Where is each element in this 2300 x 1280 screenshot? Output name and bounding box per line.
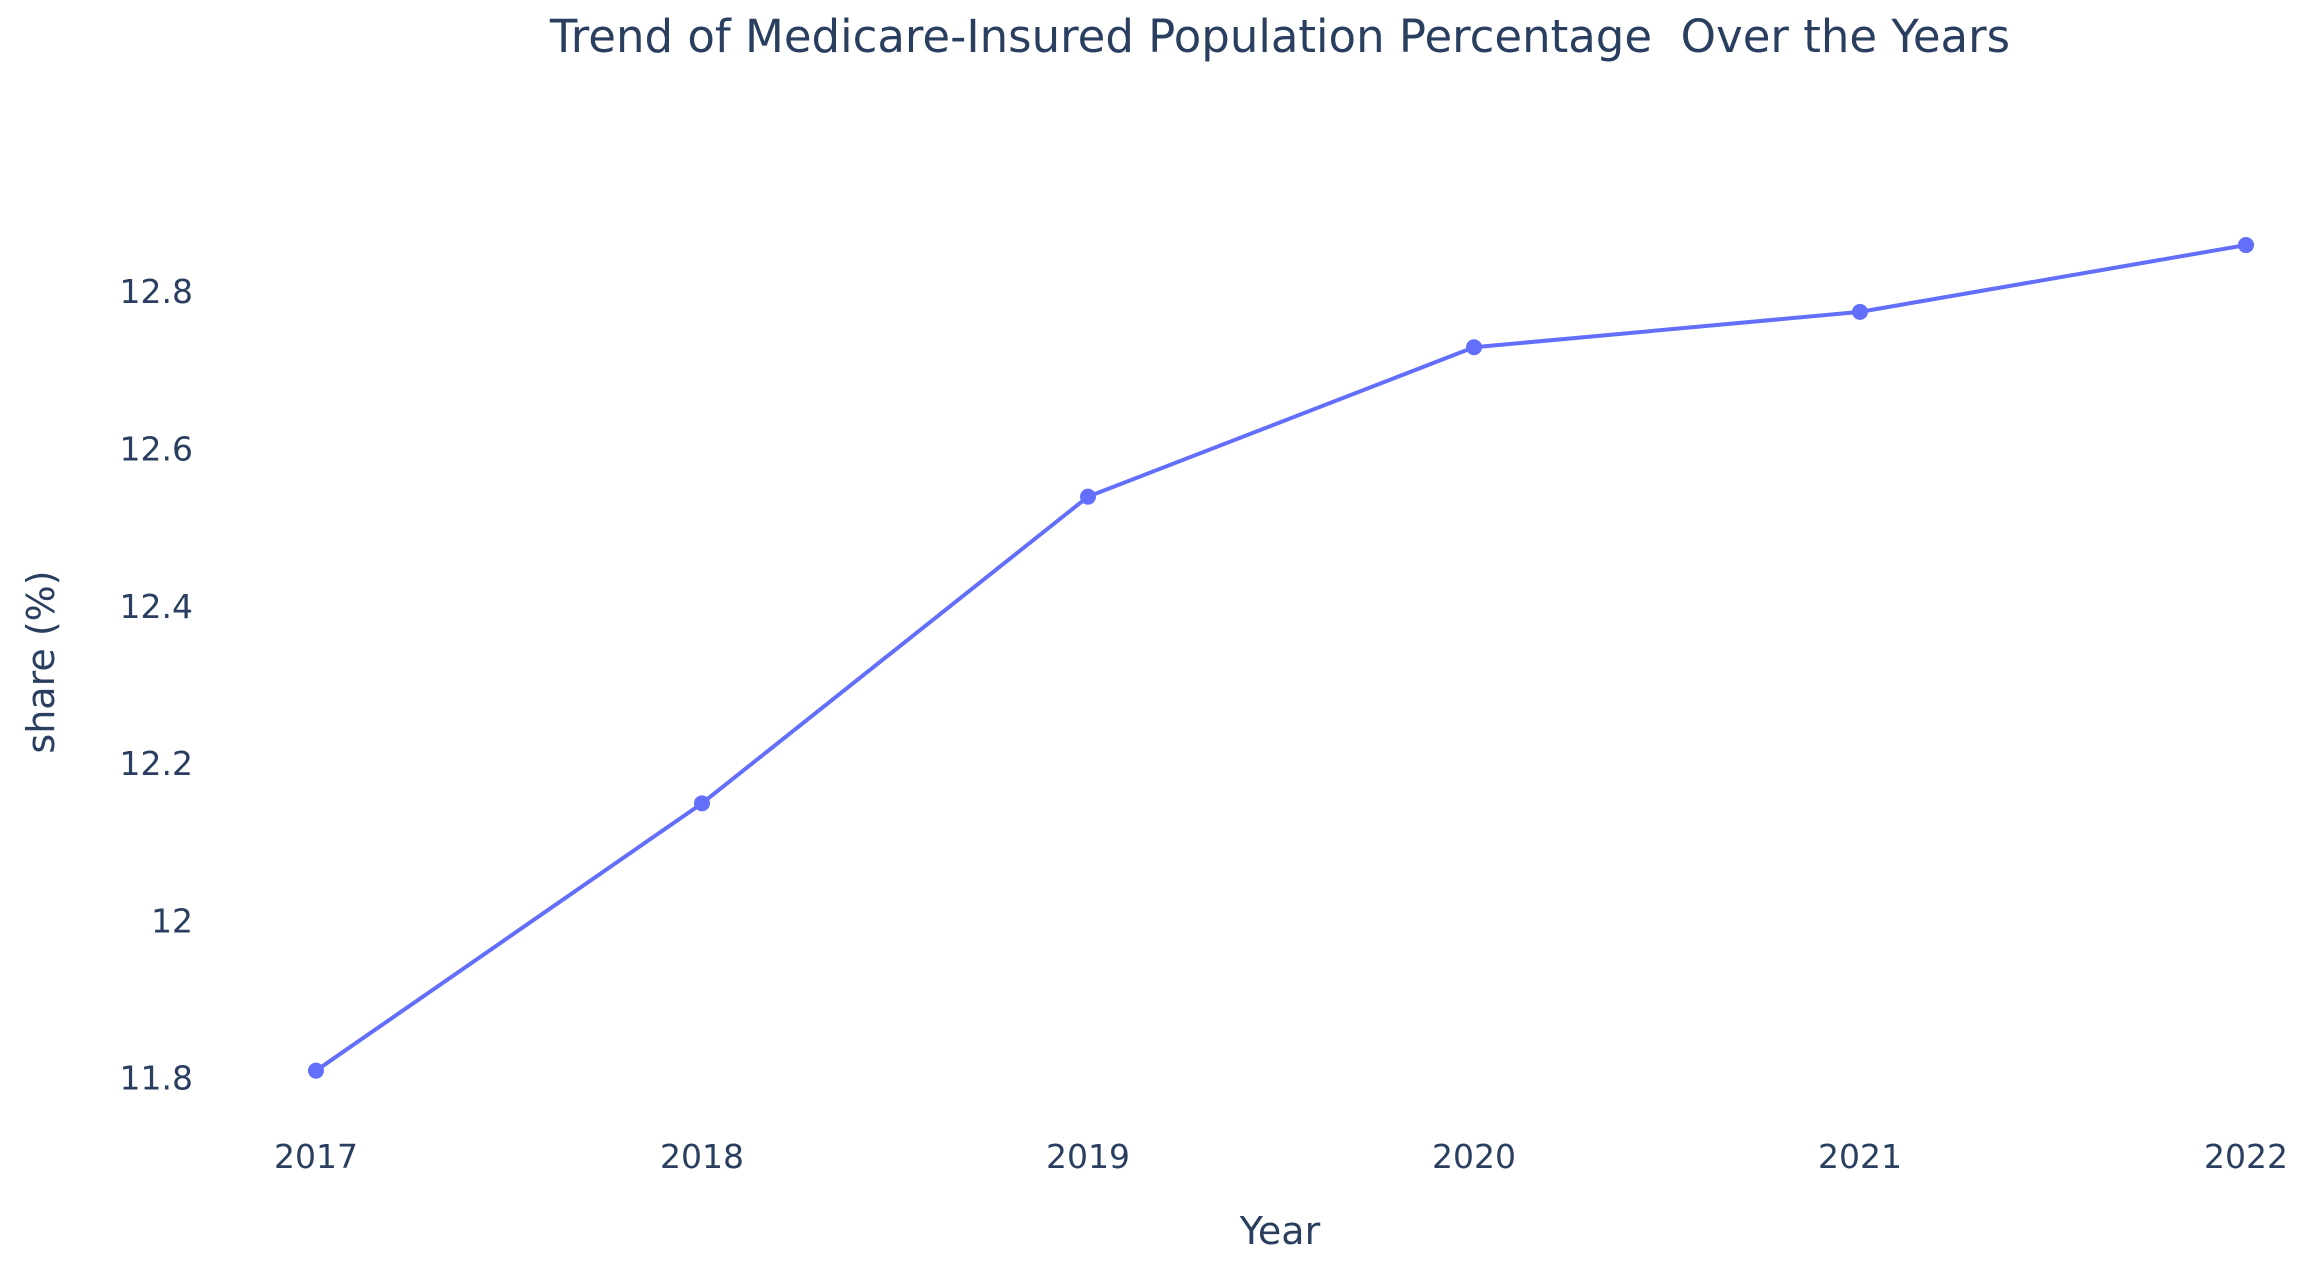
y-tick-label: 12.6: [120, 429, 193, 468]
data-point[interactable]: [694, 795, 710, 812]
x-tick-label: 2019: [1046, 1137, 1130, 1176]
series-line: [314, 243, 2248, 1073]
y-axis-title: share (%): [19, 570, 63, 753]
y-tick-label: 12: [151, 901, 193, 940]
y-tick-label: 12.8: [120, 272, 193, 311]
series-layer: [308, 237, 2254, 1079]
data-point[interactable]: [1852, 303, 1868, 320]
chart-title: Trend of Medicare-Insured Population Per…: [549, 10, 2010, 63]
y-tick-label: 12.4: [120, 587, 193, 626]
data-point[interactable]: [1080, 488, 1096, 505]
x-tick-label: 2021: [1818, 1137, 1902, 1176]
x-tick-label: 2017: [274, 1137, 358, 1176]
data-point[interactable]: [2238, 237, 2254, 254]
data-point[interactable]: [308, 1062, 324, 1079]
x-tick-label: 2018: [660, 1137, 744, 1176]
y-tick-label: 11.8: [120, 1059, 193, 1098]
y-axis-ticks: 11.8 12 12.2 12.4 12.6 12.8: [120, 272, 193, 1097]
x-axis-title: Year: [1239, 1209, 1321, 1253]
x-axis-ticks: 2017 2018 2019 2020 2021 2022: [274, 1137, 2288, 1176]
x-tick-label: 2022: [2204, 1137, 2288, 1176]
data-point[interactable]: [1466, 339, 1482, 356]
y-tick-label: 12.2: [120, 744, 193, 783]
x-tick-label: 2020: [1432, 1137, 1516, 1176]
